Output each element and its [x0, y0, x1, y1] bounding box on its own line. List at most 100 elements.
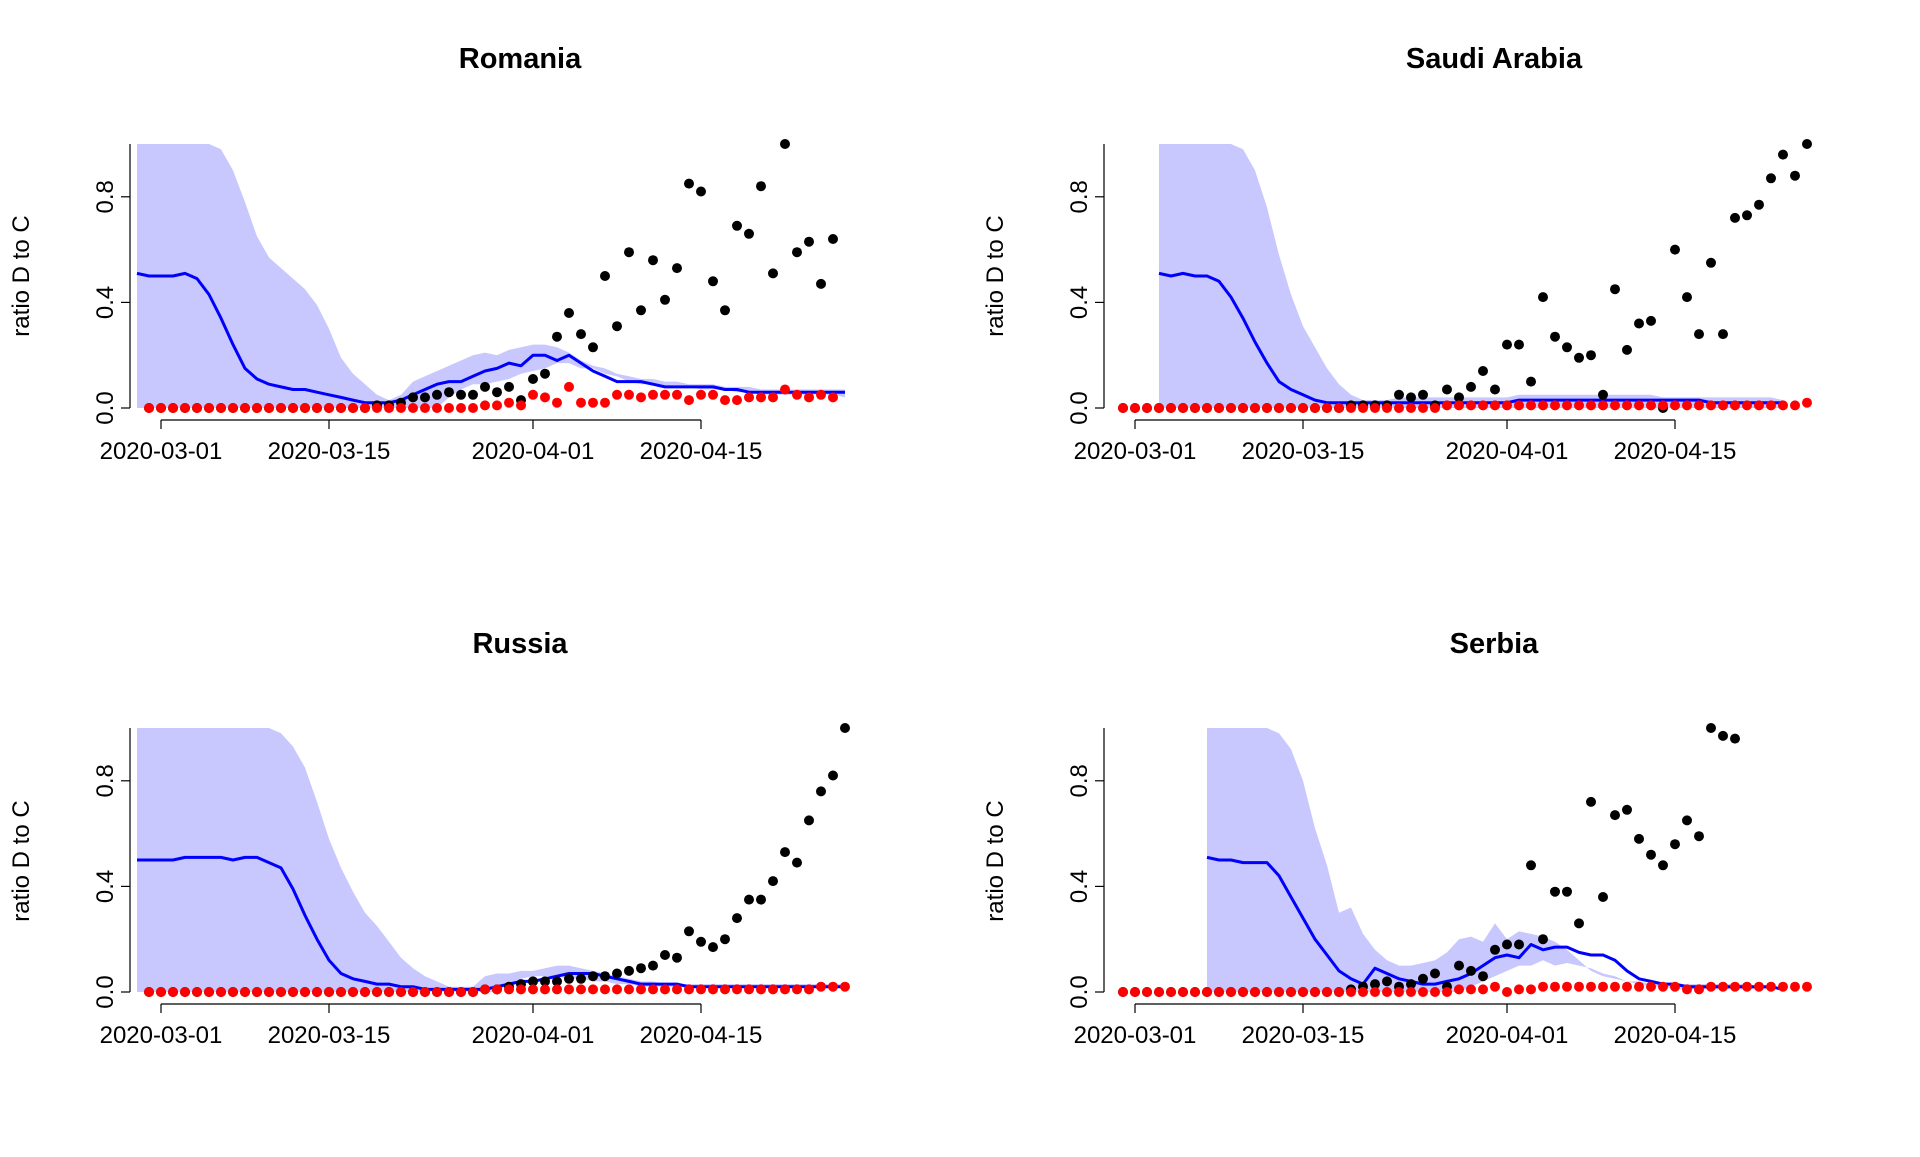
data-point: [636, 305, 646, 316]
data-point: [1562, 400, 1572, 411]
data-point: [1754, 400, 1764, 411]
data-point: [744, 228, 754, 239]
data-point: [324, 987, 334, 997]
data-point: [1598, 400, 1608, 411]
data-point: [1790, 400, 1800, 411]
data-point: [840, 981, 850, 992]
data-point: [624, 984, 634, 995]
data-point: [1466, 400, 1476, 411]
y-tick-label: 0.4: [92, 286, 119, 319]
x-tick-label: 2020-03-01: [1074, 438, 1197, 465]
data-point: [672, 263, 682, 274]
data-point: [528, 976, 538, 987]
data-point: [636, 963, 646, 974]
data-point: [1646, 400, 1656, 411]
data-point: [336, 403, 346, 413]
data-point: [1358, 403, 1368, 413]
x-tick-label: 2020-03-01: [100, 1022, 223, 1049]
panel-title: Saudi Arabia: [1406, 43, 1583, 75]
data-point: [1514, 400, 1524, 411]
data-point: [648, 255, 658, 266]
data-point: [516, 984, 526, 995]
data-point: [1118, 403, 1128, 413]
data-point: [312, 403, 322, 413]
data-point: [1526, 376, 1536, 387]
data-point: [1382, 987, 1392, 997]
data-point: [1634, 400, 1644, 411]
data-point: [1706, 257, 1716, 268]
data-point: [1610, 810, 1620, 821]
data-point: [576, 984, 586, 995]
data-point: [1538, 934, 1548, 945]
data-point: [744, 894, 754, 905]
data-point: [1442, 400, 1452, 411]
data-point: [576, 397, 586, 408]
data-point: [828, 234, 838, 244]
x-tick-label: 2020-04-15: [640, 1022, 763, 1049]
x-tick-label: 2020-04-15: [640, 438, 763, 465]
red-points: [144, 381, 838, 413]
data-point: [192, 403, 202, 413]
data-point: [1406, 403, 1416, 413]
uncertainty-band: [1159, 144, 1783, 408]
data-point: [492, 400, 502, 411]
data-point: [264, 403, 274, 413]
data-point: [696, 936, 706, 947]
y-tick-label: 0.0: [92, 391, 119, 424]
plot-area: 0.0 0.4 0.8 2020-03-01 2020-03-15 2020-04-01 2…: [1066, 139, 1812, 465]
panel-title: Romania: [459, 43, 582, 75]
data-point: [1526, 984, 1536, 995]
data-point: [588, 984, 598, 995]
data-point: [432, 389, 442, 400]
data-point: [1586, 796, 1596, 807]
data-point: [1694, 984, 1704, 995]
data-point: [1406, 392, 1416, 403]
data-point: [168, 987, 178, 997]
data-point: [1130, 987, 1140, 997]
data-point: [1382, 976, 1392, 987]
data-point: [1418, 389, 1428, 400]
data-point: [1298, 403, 1308, 413]
data-point: [1274, 987, 1284, 997]
data-point: [792, 389, 802, 400]
data-point: [540, 984, 550, 995]
data-point: [564, 308, 574, 318]
data-point: [1550, 886, 1560, 897]
data-point: [1454, 400, 1464, 411]
data-point: [432, 403, 442, 413]
data-point: [672, 952, 682, 963]
data-point: [384, 987, 394, 997]
data-point: [780, 384, 790, 395]
data-point: [504, 984, 514, 995]
data-point: [1598, 981, 1608, 992]
data-point: [792, 857, 802, 868]
data-point: [816, 981, 826, 992]
data-point: [684, 926, 694, 937]
data-point: [1190, 403, 1200, 413]
data-point: [1238, 987, 1248, 997]
data-point: [1130, 403, 1140, 413]
data-point: [180, 987, 190, 997]
data-point: [1394, 403, 1404, 413]
data-point: [264, 987, 274, 997]
data-point: [1262, 987, 1272, 997]
data-point: [1610, 981, 1620, 992]
data-point: [1466, 965, 1476, 976]
data-point: [456, 987, 466, 997]
data-point: [732, 220, 742, 231]
data-point: [708, 276, 718, 287]
data-point: [612, 984, 622, 995]
data-point: [216, 403, 226, 413]
data-point: [1622, 400, 1632, 411]
data-point: [1298, 987, 1308, 997]
data-point: [720, 934, 730, 945]
data-point: [1562, 981, 1572, 992]
data-point: [1214, 987, 1224, 997]
data-point: [1694, 831, 1704, 842]
data-point: [336, 987, 346, 997]
data-point: [804, 392, 814, 403]
data-point: [804, 236, 814, 247]
data-point: [480, 984, 490, 995]
data-point: [1250, 987, 1260, 997]
